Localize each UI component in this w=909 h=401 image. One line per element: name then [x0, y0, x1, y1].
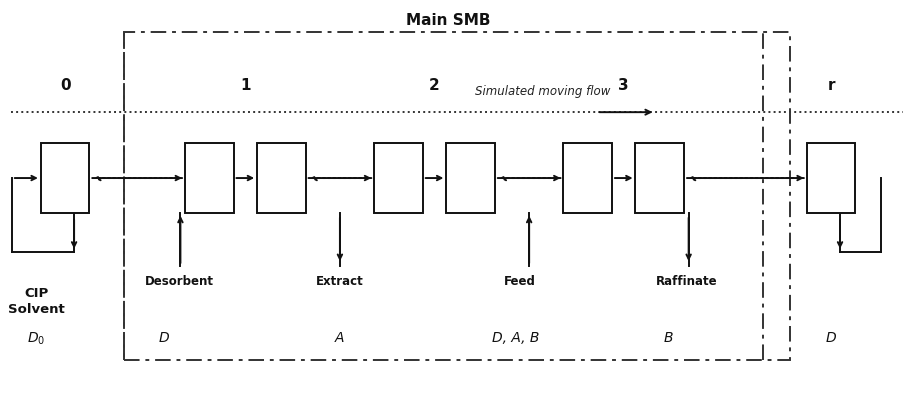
Bar	[375, 144, 423, 213]
Text: Extract: Extract	[316, 274, 364, 287]
Text: Solvent: Solvent	[8, 302, 65, 315]
Text: Raffinate: Raffinate	[656, 274, 717, 287]
Bar	[257, 144, 305, 213]
Text: 1: 1	[240, 77, 251, 93]
Bar	[564, 144, 612, 213]
Bar	[806, 144, 855, 213]
Bar	[41, 144, 89, 213]
Text: Feed: Feed	[504, 274, 536, 287]
Text: Simulated moving flow: Simulated moving flow	[475, 85, 610, 97]
Text: r: r	[827, 77, 834, 93]
Text: D, A, B: D, A, B	[492, 330, 539, 344]
Bar	[124, 33, 791, 360]
Bar	[635, 144, 684, 213]
Text: Main SMB: Main SMB	[405, 13, 490, 28]
Text: B: B	[664, 330, 674, 344]
Text: D: D	[159, 330, 169, 344]
Text: Desorbent: Desorbent	[145, 274, 214, 287]
Text: CIP: CIP	[25, 286, 48, 299]
Text: A: A	[335, 330, 345, 344]
Bar	[185, 144, 234, 213]
Text: D$_0$: D$_0$	[27, 330, 45, 346]
Text: 2: 2	[429, 77, 440, 93]
Text: 0: 0	[60, 77, 70, 93]
Text: 3: 3	[618, 77, 629, 93]
Text: D: D	[825, 330, 836, 344]
Bar	[446, 144, 494, 213]
